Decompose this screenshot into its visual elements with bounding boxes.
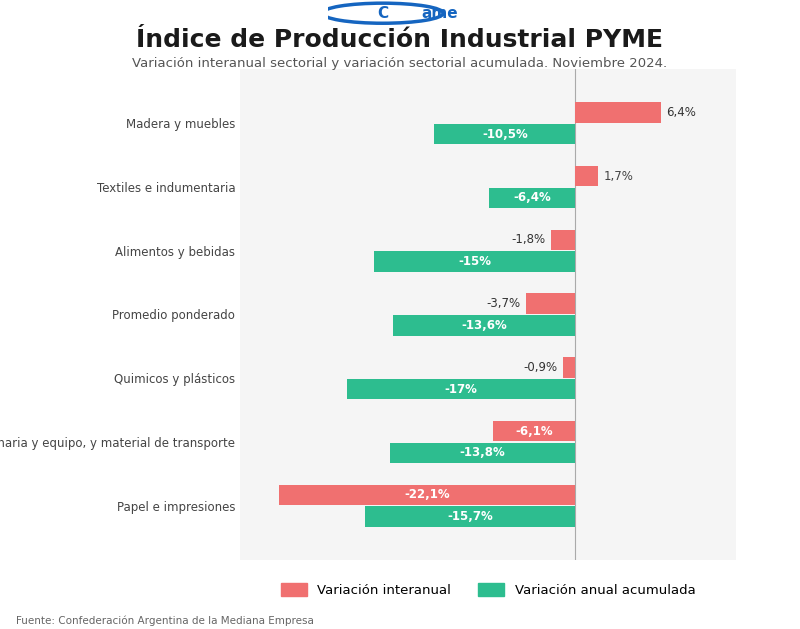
- Legend: Variación interanual, Variación anual acumulada: Variación interanual, Variación anual ac…: [275, 577, 701, 603]
- Bar: [490, 187, 575, 208]
- Bar: [526, 294, 575, 314]
- Bar: [575, 166, 598, 186]
- Text: Índice de Producción Industrial PYME: Índice de Producción Industrial PYME: [137, 28, 663, 52]
- Bar: [494, 421, 575, 442]
- Text: -15,7%: -15,7%: [447, 510, 493, 523]
- Text: Variación interanual sectorial y variación sectorial acumulada. Noviembre 2024.: Variación interanual sectorial y variaci…: [133, 57, 667, 70]
- Bar: [575, 103, 661, 123]
- Text: ame: ame: [422, 6, 458, 21]
- Bar: [347, 379, 575, 399]
- Text: -0,9%: -0,9%: [523, 361, 558, 374]
- Bar: [374, 252, 575, 272]
- Text: C: C: [377, 6, 388, 21]
- Bar: [551, 230, 575, 250]
- Bar: [279, 484, 575, 505]
- Text: -10,5%: -10,5%: [482, 128, 528, 141]
- Bar: [393, 315, 575, 335]
- Text: 6,4%: 6,4%: [666, 106, 696, 119]
- Text: -22,1%: -22,1%: [404, 488, 450, 501]
- Text: -13,6%: -13,6%: [461, 319, 507, 332]
- Text: -6,4%: -6,4%: [514, 191, 551, 204]
- Bar: [434, 124, 575, 145]
- Bar: [563, 357, 575, 377]
- Text: 1,7%: 1,7%: [603, 170, 633, 183]
- Text: -13,8%: -13,8%: [460, 446, 506, 459]
- Text: -3,7%: -3,7%: [486, 297, 520, 310]
- Text: -15%: -15%: [458, 255, 491, 268]
- Bar: [390, 443, 575, 463]
- Text: -6,1%: -6,1%: [515, 425, 553, 438]
- Text: -1,8%: -1,8%: [511, 233, 546, 247]
- Text: Fuente: Confederación Argentina de la Mediana Empresa: Fuente: Confederación Argentina de la Me…: [16, 615, 314, 626]
- Bar: [365, 506, 575, 526]
- Text: -17%: -17%: [445, 382, 478, 396]
